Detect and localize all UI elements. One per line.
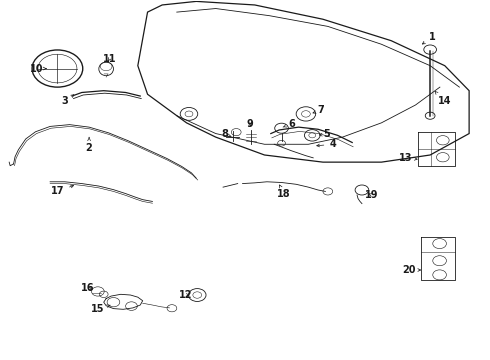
Text: 4: 4 bbox=[317, 139, 336, 149]
Text: 12: 12 bbox=[179, 290, 192, 300]
Text: 17: 17 bbox=[50, 185, 74, 197]
Text: 10: 10 bbox=[30, 64, 46, 73]
Text: 14: 14 bbox=[435, 91, 451, 107]
Text: 3: 3 bbox=[61, 95, 74, 107]
Text: 8: 8 bbox=[221, 129, 231, 139]
Text: 1: 1 bbox=[422, 32, 436, 44]
Text: 16: 16 bbox=[81, 283, 95, 293]
Text: 2: 2 bbox=[86, 137, 93, 153]
Text: 9: 9 bbox=[246, 118, 253, 129]
Text: 15: 15 bbox=[91, 304, 110, 314]
Text: 13: 13 bbox=[399, 153, 417, 163]
Text: 11: 11 bbox=[103, 54, 116, 64]
Text: 20: 20 bbox=[402, 265, 420, 275]
Text: 18: 18 bbox=[277, 185, 291, 199]
Text: 19: 19 bbox=[365, 190, 378, 200]
Text: 7: 7 bbox=[313, 105, 324, 115]
Text: 5: 5 bbox=[319, 129, 330, 139]
Text: 6: 6 bbox=[283, 118, 295, 129]
